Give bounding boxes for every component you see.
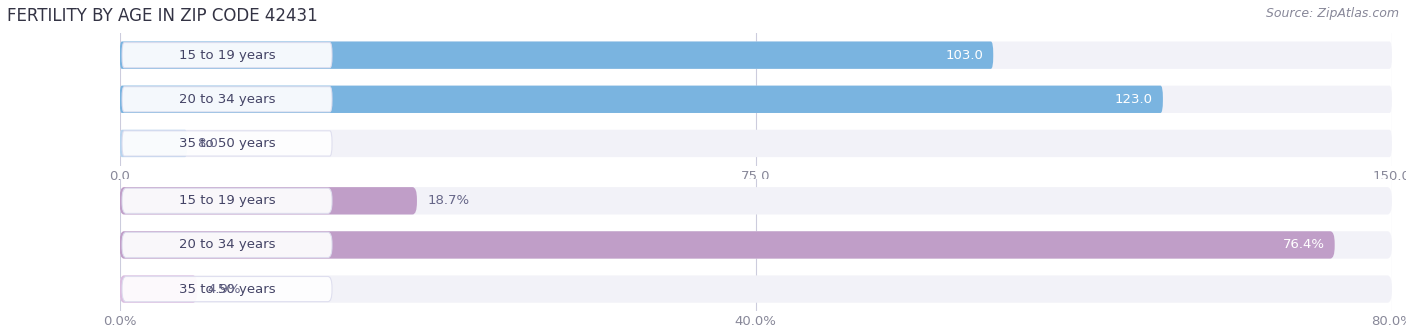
FancyBboxPatch shape <box>120 231 1334 259</box>
FancyBboxPatch shape <box>120 86 1163 113</box>
FancyBboxPatch shape <box>122 131 332 156</box>
FancyBboxPatch shape <box>120 130 1392 157</box>
Text: 76.4%: 76.4% <box>1282 238 1324 252</box>
FancyBboxPatch shape <box>120 275 197 303</box>
FancyBboxPatch shape <box>120 41 993 69</box>
FancyBboxPatch shape <box>122 188 332 213</box>
FancyBboxPatch shape <box>120 187 1392 214</box>
Text: 8.0: 8.0 <box>198 137 218 150</box>
FancyBboxPatch shape <box>120 231 1392 259</box>
Text: 35 to 50 years: 35 to 50 years <box>179 283 276 296</box>
FancyBboxPatch shape <box>120 187 418 214</box>
Text: 4.9%: 4.9% <box>208 283 240 296</box>
FancyBboxPatch shape <box>120 86 1392 113</box>
Text: 35 to 50 years: 35 to 50 years <box>179 137 276 150</box>
FancyBboxPatch shape <box>122 87 332 112</box>
Text: 20 to 34 years: 20 to 34 years <box>179 93 276 106</box>
Text: Source: ZipAtlas.com: Source: ZipAtlas.com <box>1265 7 1399 20</box>
Text: 123.0: 123.0 <box>1115 93 1153 106</box>
FancyBboxPatch shape <box>122 276 332 302</box>
FancyBboxPatch shape <box>120 130 187 157</box>
Text: FERTILITY BY AGE IN ZIP CODE 42431: FERTILITY BY AGE IN ZIP CODE 42431 <box>7 7 318 24</box>
Text: 103.0: 103.0 <box>945 49 983 62</box>
FancyBboxPatch shape <box>120 275 1392 303</box>
FancyBboxPatch shape <box>120 41 1392 69</box>
FancyBboxPatch shape <box>122 43 332 68</box>
Text: 18.7%: 18.7% <box>427 194 470 207</box>
Text: 15 to 19 years: 15 to 19 years <box>179 49 276 62</box>
Text: 15 to 19 years: 15 to 19 years <box>179 194 276 207</box>
Text: 20 to 34 years: 20 to 34 years <box>179 238 276 252</box>
FancyBboxPatch shape <box>122 232 332 258</box>
